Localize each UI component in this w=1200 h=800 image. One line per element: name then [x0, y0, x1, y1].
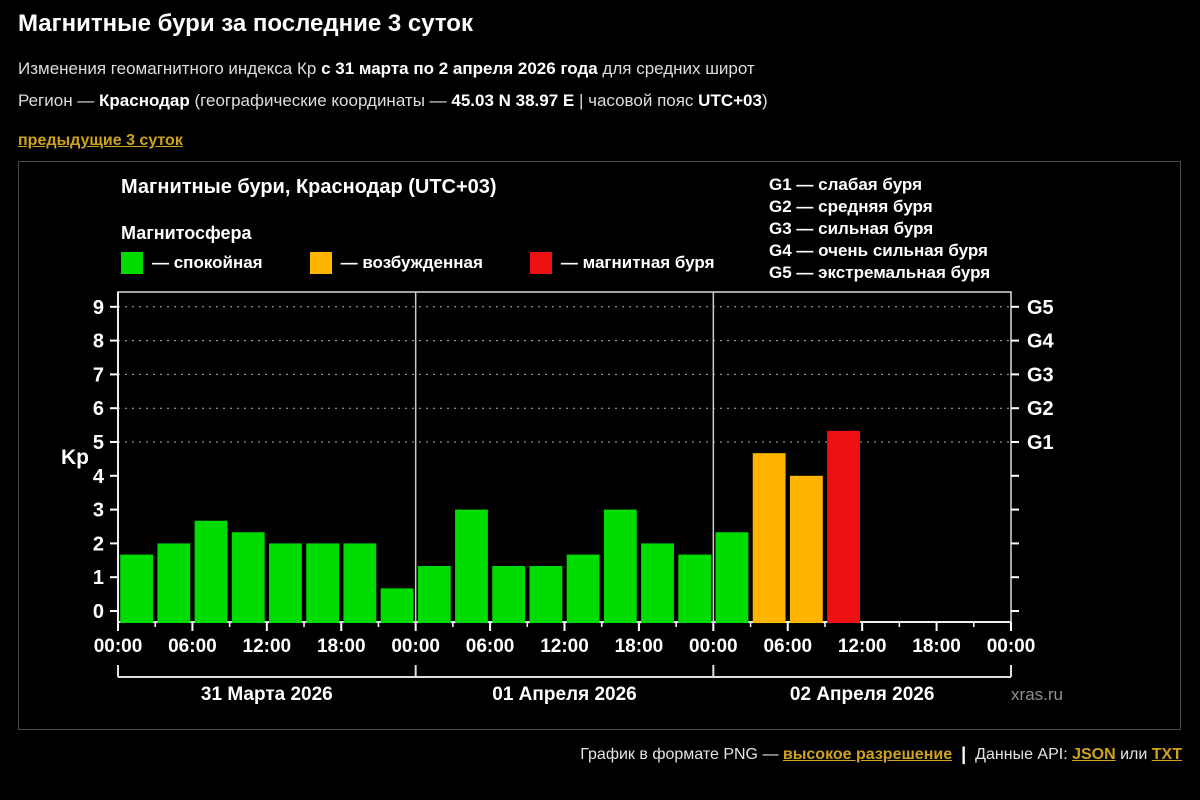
y-tick-label: 6 [93, 398, 104, 420]
page-title: Магнитные бури за последние 3 суток [18, 10, 473, 37]
subtitle-post: для средних широт [597, 59, 755, 78]
y-tick-label: 8 [93, 331, 104, 353]
g-axis-label: G1 [1027, 432, 1054, 454]
x-time-label: 00:00 [391, 636, 440, 657]
y-tick-label: 1 [93, 567, 104, 589]
y-axis-label: Kp [61, 446, 89, 469]
legend-swatch-excited [309, 252, 332, 274]
kp-bar [789, 475, 823, 623]
kp-bar [343, 543, 377, 623]
g-axis-label: G3 [1027, 364, 1054, 386]
date-label: 02 Апреля 2026 [790, 684, 935, 705]
x-time-label: 00:00 [689, 636, 738, 657]
kp-bar [306, 543, 340, 623]
kp-bar [752, 453, 786, 623]
footer-separator: | [961, 744, 967, 764]
g-legend-line: G4 — очень сильная буря [769, 241, 988, 260]
kp-bar [678, 554, 712, 623]
x-time-label: 12:00 [243, 636, 292, 657]
y-tick-label: 5 [93, 432, 104, 454]
legend-swatch-storm [529, 252, 552, 274]
legend-swatch-quiet [121, 252, 143, 274]
kp-bar [417, 566, 451, 623]
kp-chart-svg: 0 1 2 3 4 5 6 7 8 9 G1 G2 G3 G4 G5 Kp 00:00 06:00 12:00 18:… [61, 291, 1063, 705]
date-label: 01 Апреля 2026 [492, 684, 637, 705]
y-tick-label: 2 [93, 533, 104, 555]
previous-3-days-link[interactable]: предыдущие 3 суток [18, 132, 183, 149]
subtitle: Изменения геомагнитного индекса Кр с 31 … [18, 59, 755, 79]
region-post: ) [761, 91, 768, 110]
kp-bar [380, 588, 414, 623]
legend-title: Магнитосфера [121, 223, 252, 243]
y-tick-label: 9 [93, 297, 104, 319]
region-coords: 45.03 N 38.97 E [451, 91, 575, 110]
kp-bar [157, 543, 191, 623]
legend-label: — магнитная буря [560, 253, 715, 272]
g-axis-label: G2 [1027, 398, 1054, 420]
region-mid2: | часовой пояс [574, 91, 699, 110]
kp-bar [492, 566, 526, 623]
kp-bar [827, 430, 860, 623]
x-time-label: 00:00 [987, 636, 1036, 657]
x-time-label: 06:00 [168, 636, 217, 657]
kp-bar [715, 532, 749, 623]
y-tick-label: 3 [93, 500, 104, 522]
x-time-label: 18:00 [615, 636, 664, 657]
legend-item-excited: — возбужденная [309, 252, 483, 274]
region-city: Краснодар [99, 91, 190, 110]
kp-bar [455, 509, 488, 623]
g-legend-line: G2 — средняя буря [769, 197, 933, 216]
x-time-label: 12:00 [838, 636, 887, 657]
x-time-label: 06:00 [763, 636, 812, 657]
region-pre: Регион — [18, 91, 100, 110]
date-label: 31 Марта 2026 [201, 684, 333, 705]
y-tick-label: 4 [93, 466, 105, 488]
g-axis-label: G4 [1027, 331, 1055, 353]
x-time-label: 06:00 [466, 636, 515, 657]
kp-bar [269, 543, 302, 623]
region-timezone: UTC+03 [698, 91, 762, 110]
kp-bar [194, 520, 228, 623]
legend-item-quiet: — спокойная [121, 252, 263, 274]
g-legend-line: G3 — сильная буря [769, 219, 934, 238]
region-line: Регион — Краснодар (географические коорд… [18, 91, 768, 111]
kp-bar [231, 532, 265, 623]
subtitle-pre: Изменения геомагнитного индекса Кр [18, 59, 322, 78]
y-tick-label: 0 [93, 601, 104, 623]
legend-label: — возбужденная [340, 253, 483, 272]
y-tick-label: 7 [93, 364, 104, 386]
legend-label: — спокойная [152, 253, 263, 272]
kp-bar [603, 509, 637, 623]
legend-row: — спокойная — возбужденная — магнитная бур… [121, 252, 715, 274]
kp-bar [641, 543, 674, 623]
g-legend-line: G5 — экстремальная буря [769, 263, 991, 282]
subtitle-dates: с 31 марта по 2 апреля 2026 года [321, 59, 598, 78]
kp-bar [529, 566, 563, 623]
footer: График в формате PNG — высокое разрешени… [580, 744, 1182, 765]
footer-api-label: Данные API: [975, 746, 1073, 763]
g-axis-label: G5 [1027, 297, 1054, 319]
region-mid: (географические координаты — [189, 91, 452, 110]
x-time-label: 18:00 [912, 636, 961, 657]
g-legend-line: G1 — слабая буря [769, 175, 923, 194]
watermark: xras.ru [1011, 685, 1063, 704]
kp-bar [566, 554, 600, 623]
high-resolution-link[interactable]: высокое разрешение [782, 746, 953, 763]
json-link[interactable]: JSON [1072, 746, 1116, 763]
legend-item-storm: — магнитная буря [529, 252, 715, 274]
g-legend: G1 — слабая буря G2 — средняя буря G3 — си… [769, 174, 990, 284]
chart-widget: 0 1 2 3 4 5 6 7 8 9 G1 G2 G3 G4 G5 Kp 00:00 06:00 12:00 18:… [18, 161, 1181, 730]
kp-bar [120, 554, 154, 623]
x-time-label: 18:00 [317, 636, 366, 657]
chart-title: Магнитные бури, Краснодар (UTC+03) [121, 176, 497, 198]
footer-or-label: или [1115, 746, 1152, 763]
x-time-label: 12:00 [540, 636, 589, 657]
txt-link[interactable]: TXT [1151, 746, 1182, 763]
x-time-label: 00:00 [94, 636, 143, 657]
footer-png-label: График в формате PNG — [580, 746, 783, 763]
